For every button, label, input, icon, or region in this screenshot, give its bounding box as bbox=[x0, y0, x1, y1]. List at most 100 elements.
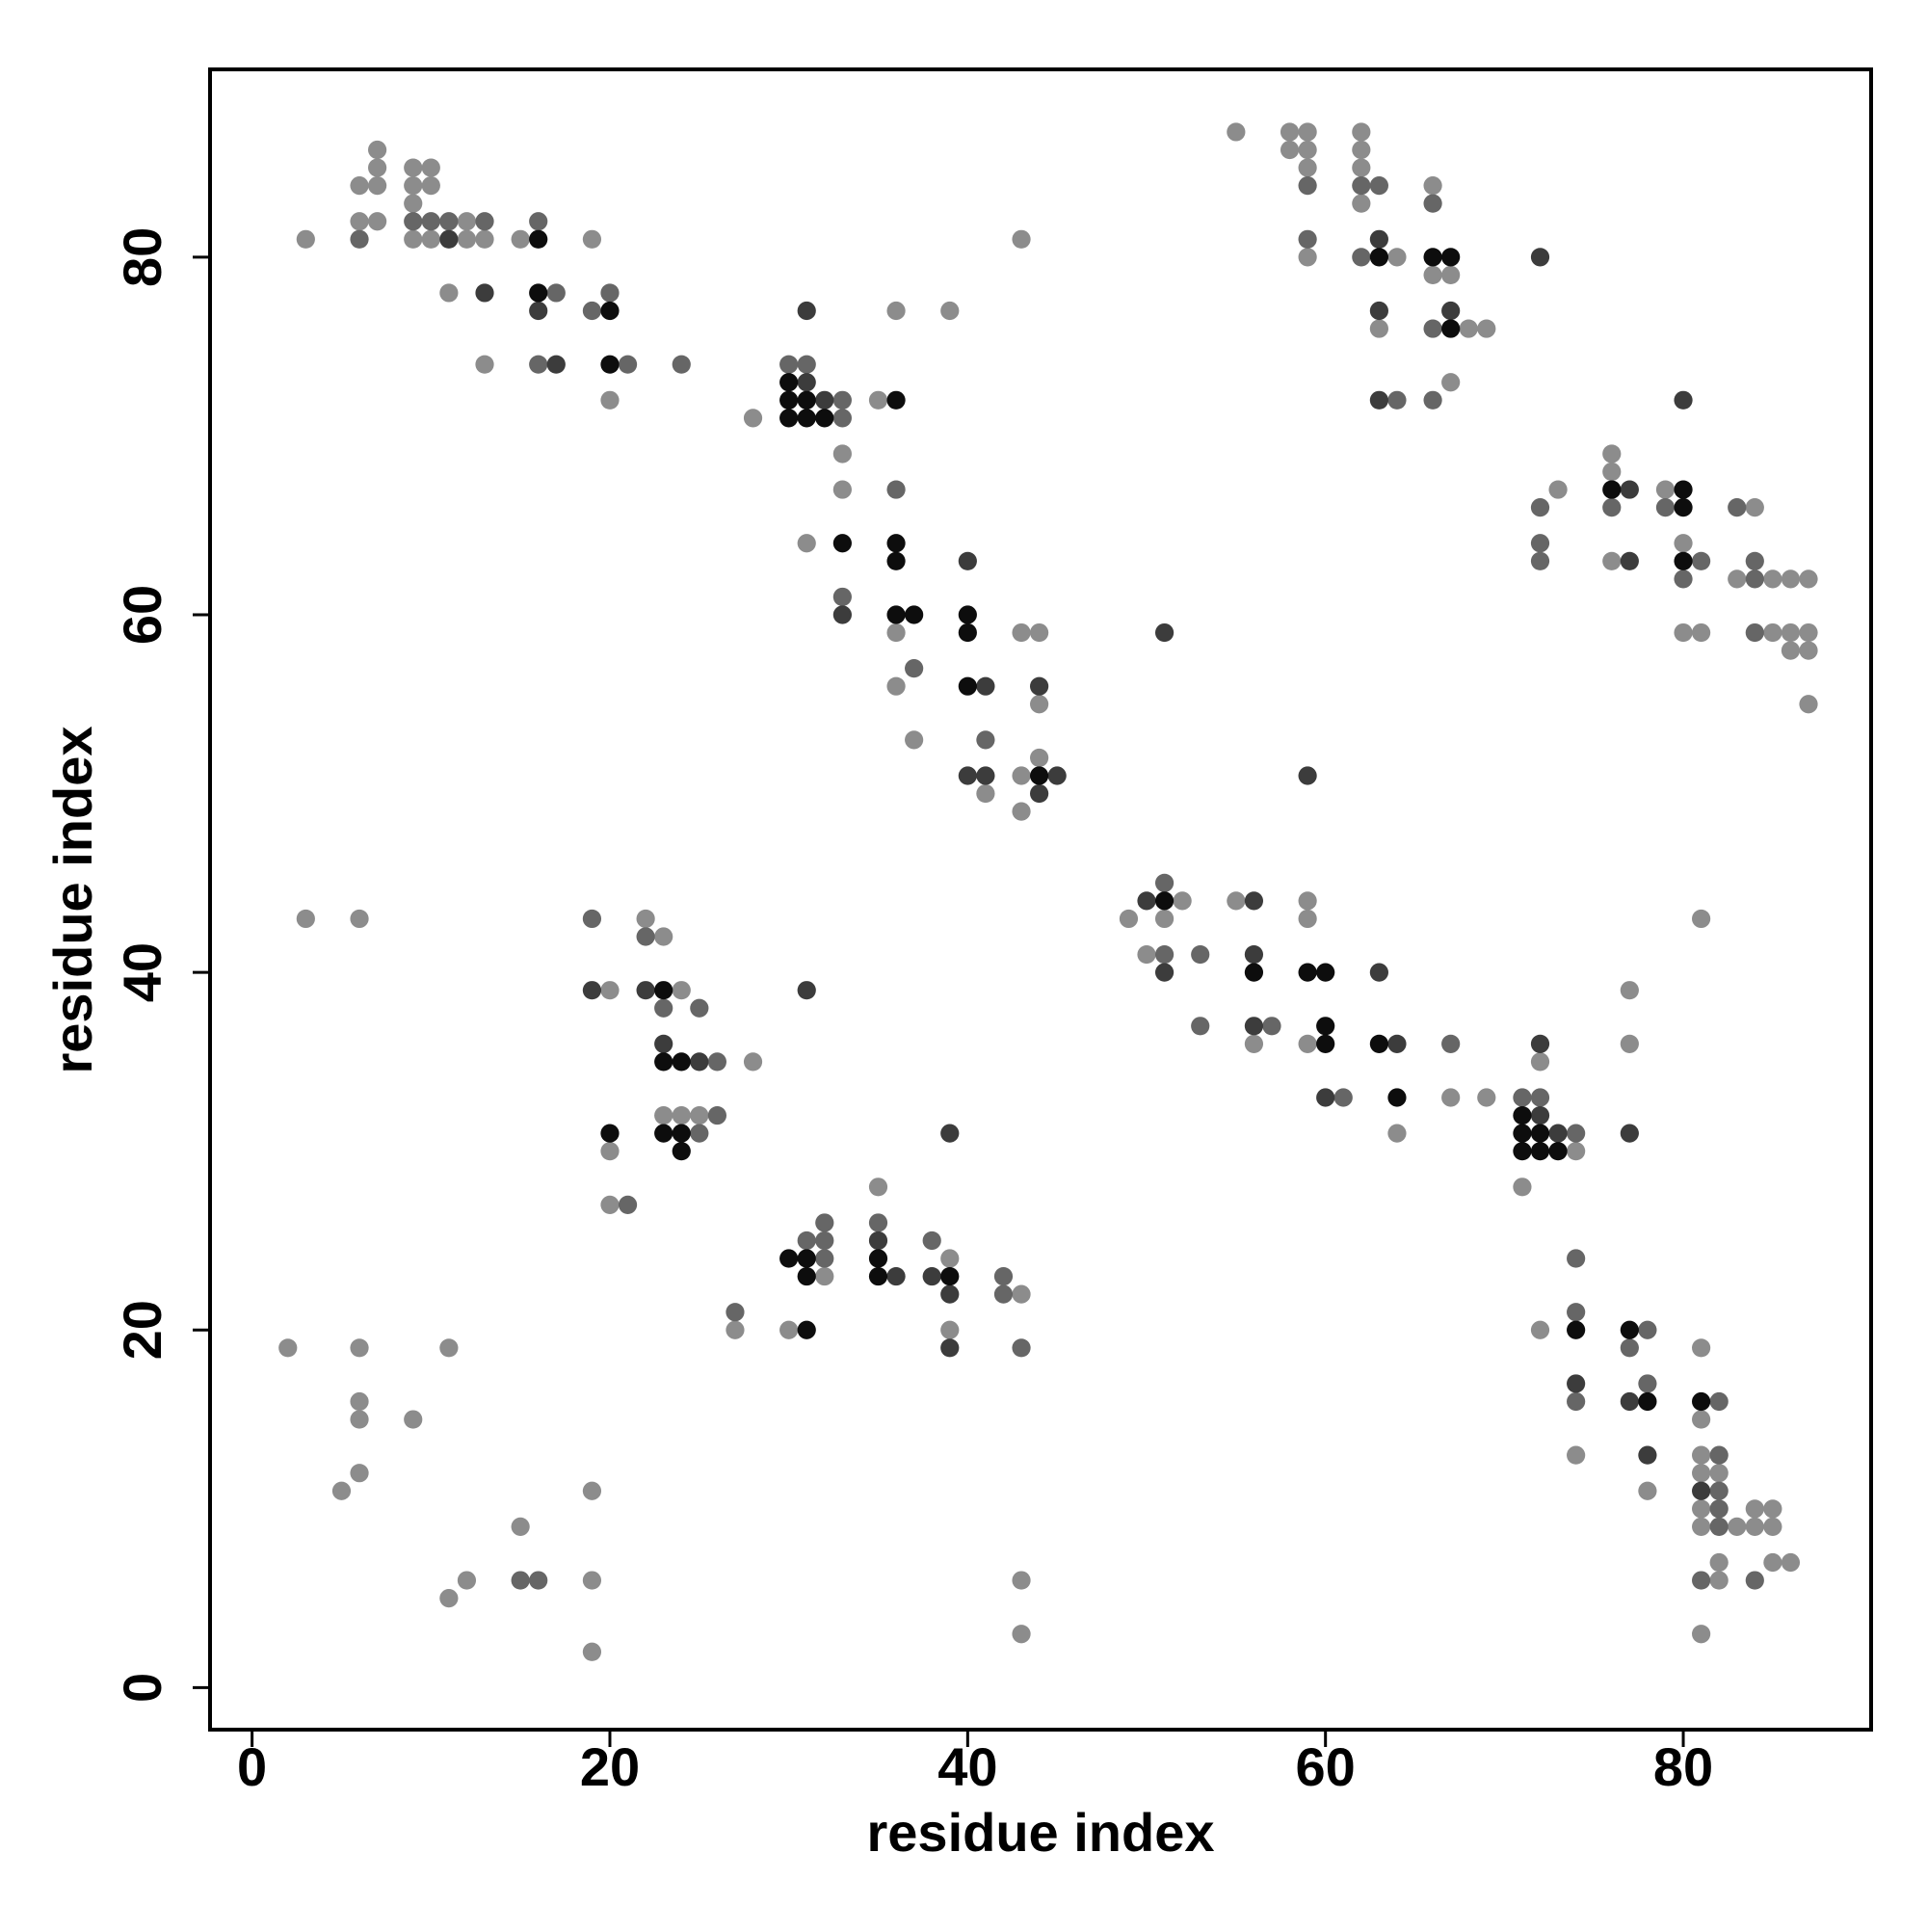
contact-point bbox=[815, 390, 834, 410]
contact-point bbox=[1298, 1034, 1317, 1053]
contact-point bbox=[976, 783, 995, 804]
contact-point bbox=[1012, 1625, 1031, 1644]
contact-point bbox=[1799, 569, 1818, 589]
contact-point bbox=[439, 212, 459, 231]
contact-point bbox=[1369, 248, 1388, 267]
contact-point bbox=[1369, 301, 1388, 321]
contact-point bbox=[1352, 158, 1371, 177]
contact-point bbox=[457, 229, 477, 249]
contact-point bbox=[404, 229, 423, 249]
contact-point bbox=[1298, 176, 1317, 196]
contact-point bbox=[1352, 194, 1371, 213]
contact-point bbox=[672, 355, 691, 374]
contact-point bbox=[404, 158, 423, 177]
contact-point bbox=[654, 981, 673, 1000]
contact-point bbox=[905, 730, 924, 750]
contact-point bbox=[976, 766, 995, 785]
contact-point bbox=[1244, 1034, 1264, 1053]
contact-point bbox=[690, 1105, 709, 1125]
contact-point bbox=[421, 158, 440, 177]
contact-point bbox=[1674, 480, 1693, 499]
contact-point bbox=[886, 605, 906, 624]
contact-point bbox=[1602, 444, 1622, 463]
contact-point bbox=[832, 587, 852, 607]
contact-point bbox=[1567, 1374, 1586, 1393]
contact-point bbox=[1012, 229, 1031, 249]
contact-point bbox=[672, 1052, 691, 1072]
contact-point bbox=[815, 1213, 834, 1232]
contact-point bbox=[1191, 1017, 1210, 1036]
contact-point bbox=[654, 1052, 673, 1072]
contact-point bbox=[1530, 1320, 1550, 1339]
y-tick-label: 80 bbox=[112, 227, 172, 287]
contact-point bbox=[1030, 622, 1049, 643]
contact-point bbox=[368, 176, 387, 196]
contact-point bbox=[1728, 569, 1747, 589]
contact-point bbox=[529, 283, 548, 303]
contact-point bbox=[1709, 1445, 1729, 1465]
contact-point bbox=[1709, 1391, 1729, 1412]
contact-point bbox=[1709, 1517, 1729, 1536]
contact-point bbox=[1316, 1034, 1335, 1053]
contact-point bbox=[1799, 641, 1818, 660]
contact-point bbox=[1530, 248, 1550, 267]
contact-point bbox=[546, 283, 566, 303]
contact-point bbox=[1530, 1105, 1550, 1125]
contact-point bbox=[475, 355, 494, 374]
contact-point bbox=[636, 927, 655, 946]
x-tick-label: 0 bbox=[237, 1736, 267, 1797]
contact-point bbox=[1316, 1088, 1335, 1107]
contact-point bbox=[1352, 140, 1371, 160]
contact-point bbox=[296, 909, 315, 929]
contact-point bbox=[350, 212, 369, 231]
contact-point bbox=[779, 1249, 799, 1268]
contact-point bbox=[690, 998, 709, 1018]
contact-point bbox=[1530, 1142, 1550, 1161]
contact-point bbox=[1638, 1391, 1657, 1412]
contact-point bbox=[1567, 1124, 1586, 1143]
contact-point bbox=[350, 1464, 369, 1483]
contact-point bbox=[1763, 569, 1782, 589]
contact-point bbox=[618, 1195, 638, 1214]
contact-point bbox=[421, 176, 440, 196]
contact-point bbox=[1692, 1338, 1711, 1358]
contact-point bbox=[886, 390, 906, 410]
contact-point bbox=[600, 390, 620, 410]
contact-point bbox=[993, 1284, 1014, 1304]
contact-point bbox=[1298, 963, 1317, 982]
contact-point bbox=[886, 301, 906, 321]
contact-point bbox=[1030, 748, 1049, 768]
contact-point bbox=[1530, 498, 1550, 517]
contact-point bbox=[600, 301, 620, 321]
contact-point bbox=[350, 1410, 369, 1429]
contact-point bbox=[1352, 122, 1371, 142]
contact-point bbox=[886, 676, 906, 696]
contact-point bbox=[1620, 1320, 1639, 1339]
contact-point bbox=[1012, 1284, 1031, 1304]
contact-point bbox=[1244, 944, 1264, 965]
contact-point bbox=[1745, 1517, 1764, 1536]
contact-point bbox=[654, 1124, 673, 1143]
contact-point bbox=[582, 1481, 602, 1500]
contact-point bbox=[600, 1142, 620, 1161]
contact-point bbox=[1280, 140, 1300, 160]
contact-point bbox=[1352, 248, 1371, 267]
contact-point bbox=[832, 444, 852, 463]
contact-point bbox=[1137, 944, 1156, 965]
contact-point bbox=[1692, 551, 1711, 570]
contact-point bbox=[958, 766, 977, 785]
contact-point bbox=[654, 998, 673, 1018]
contact-point bbox=[1763, 1499, 1782, 1519]
contact-point bbox=[1674, 622, 1693, 643]
contact-point bbox=[1638, 1320, 1657, 1339]
contact-point bbox=[1441, 265, 1461, 285]
contact-point bbox=[1692, 1517, 1711, 1536]
contact-point bbox=[832, 409, 852, 428]
contact-point bbox=[618, 355, 638, 374]
contact-point bbox=[958, 551, 977, 570]
contact-point bbox=[797, 390, 816, 410]
contact-point bbox=[1692, 1445, 1711, 1465]
contact-point bbox=[600, 1124, 620, 1143]
